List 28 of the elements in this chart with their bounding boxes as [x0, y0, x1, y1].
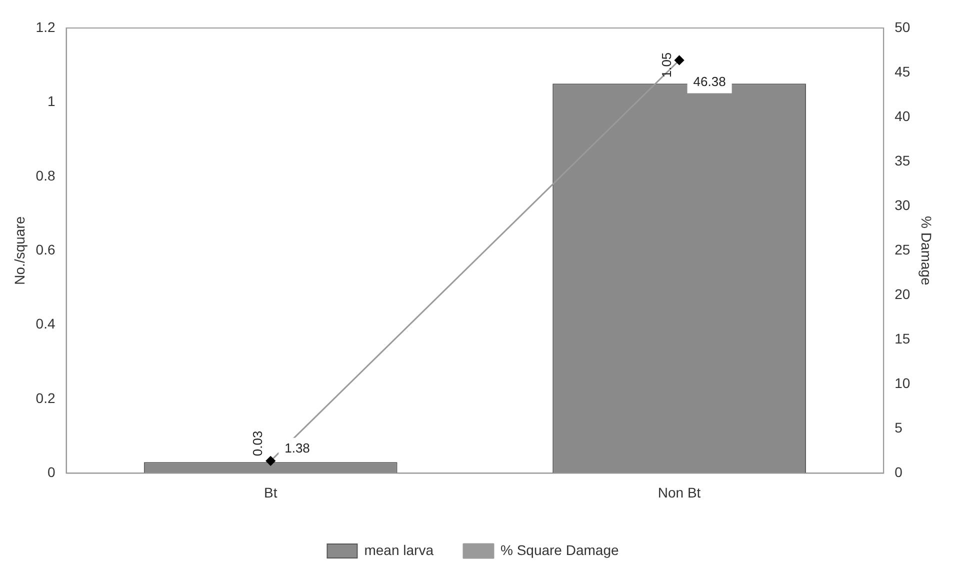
y2-axis-title: % Damage [918, 216, 935, 286]
y2-tick-label: 45 [894, 63, 910, 80]
y2-tick-label: 5 [894, 420, 903, 436]
y2-tick-label: 15 [894, 330, 910, 346]
legend-label: % Square Damage [500, 542, 619, 558]
y2-tick-label: 50 [894, 18, 910, 35]
y-tick-label: 1.2 [36, 18, 56, 35]
y2-tick-label: 0 [894, 464, 903, 480]
y2-tick-label: 35 [894, 152, 910, 168]
y-tick-label: 1 [47, 93, 56, 110]
y2-tick-label: 40 [894, 108, 910, 124]
x-tick-label: Bt [264, 484, 278, 500]
y2-tick-label: 20 [894, 286, 910, 302]
data-label: 0.03 [250, 430, 266, 456]
y2-tick-label: 25 [894, 241, 910, 258]
y-tick-label: 0 [47, 464, 56, 480]
y-tick-label: 0.4 [36, 316, 56, 332]
y-tick-label: 0.8 [36, 167, 56, 184]
data-label: 46.38 [693, 74, 726, 89]
y2-tick-label: 30 [894, 196, 910, 213]
legend-label: mean larva [364, 542, 434, 558]
data-label: 1.38 [284, 440, 310, 456]
y-tick-label: 0.6 [36, 241, 56, 258]
y2-tick-label: 10 [894, 375, 910, 392]
data-label: 1.05 [658, 52, 674, 78]
y-axis-title: No./square [11, 216, 28, 285]
x-tick-label: Non Bt [658, 484, 701, 500]
y-tick-label: 0.2 [36, 390, 56, 406]
